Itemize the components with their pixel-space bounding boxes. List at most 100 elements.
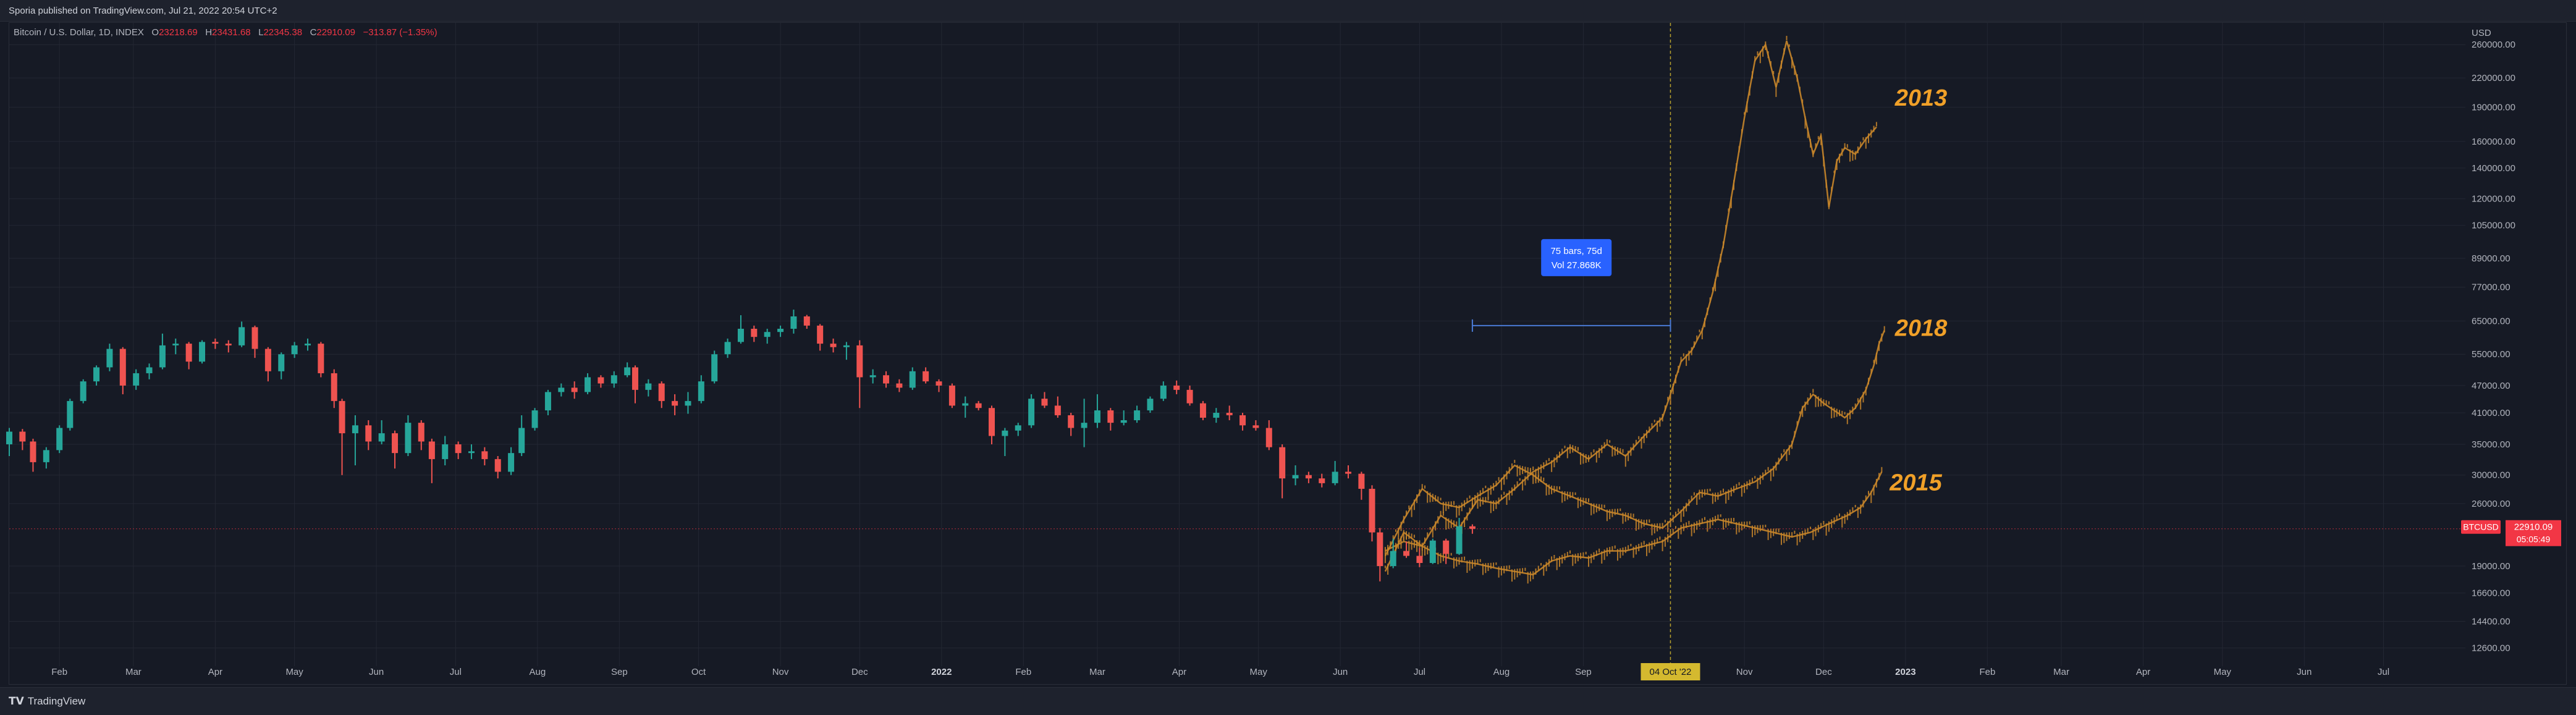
candle: [883, 371, 890, 388]
legend-close: 22910.09: [316, 27, 355, 38]
candle: [1416, 548, 1423, 567]
candle-body: [378, 433, 385, 442]
time-tick-label: 2023: [1895, 667, 1915, 677]
candle-body: [1292, 475, 1299, 479]
date-marker-label: 04 Oct '22: [1650, 667, 1692, 677]
candle: [1345, 465, 1352, 479]
candle-body: [531, 410, 538, 428]
time-tick-label: Dec: [1815, 667, 1832, 677]
candle: [133, 369, 140, 390]
candle: [1199, 400, 1206, 421]
candle: [508, 447, 515, 475]
candle-body: [1377, 532, 1383, 567]
candle-body: [1429, 540, 1436, 564]
candle-body: [645, 383, 652, 390]
candle-body: [93, 367, 100, 382]
tradingview-brand[interactable]: TV TradingView: [9, 695, 85, 708]
candle: [989, 405, 995, 445]
candle-body: [1002, 430, 1008, 436]
candle-body: [751, 329, 758, 337]
candle-body: [923, 371, 929, 382]
candle: [1239, 412, 1246, 431]
candle-body: [598, 377, 604, 384]
price-tick-label: 41000.00: [2472, 408, 2511, 418]
candle: [106, 344, 113, 371]
candle-body: [764, 332, 771, 337]
candle-body: [830, 344, 837, 347]
candle: [291, 342, 298, 358]
candle-body: [199, 342, 206, 362]
candle: [442, 436, 449, 465]
candle: [1390, 538, 1396, 569]
candle: [751, 325, 758, 342]
candle-body: [1369, 488, 1375, 533]
candle-body: [1147, 399, 1154, 411]
candle-body: [585, 377, 591, 392]
candle: [43, 447, 49, 469]
candle: [67, 399, 74, 431]
candle: [843, 342, 850, 360]
candle-body: [392, 433, 399, 454]
candle-body: [1319, 478, 1325, 483]
candle-body: [962, 403, 969, 406]
candle: [571, 381, 578, 399]
candle-body: [817, 325, 824, 344]
time-tick-label: Jul: [450, 667, 462, 677]
candle: [518, 415, 525, 456]
price-axis-unit: USD: [2472, 28, 2491, 38]
candle: [352, 415, 358, 465]
candle: [830, 338, 837, 353]
candle-body: [239, 327, 245, 345]
candle: [304, 338, 311, 351]
last-price-label: 22910.09: [2514, 522, 2553, 533]
candle-body: [119, 349, 126, 386]
candle: [764, 329, 771, 344]
time-tick-label: Jun: [1333, 667, 1348, 677]
candle-body: [1213, 412, 1220, 418]
candle: [975, 400, 982, 411]
candle-body: [856, 345, 863, 378]
measure-box: [1541, 239, 1612, 276]
candle: [1252, 420, 1259, 431]
candle: [365, 420, 372, 451]
chart-frame: [9, 22, 2567, 685]
candle-body: [737, 329, 744, 342]
candle-body: [1160, 385, 1167, 399]
candle-body: [1081, 423, 1087, 428]
time-tick-label: May: [2214, 667, 2232, 677]
candle-body: [365, 425, 372, 442]
candle: [1456, 518, 1463, 555]
candle-body: [418, 423, 424, 442]
candle: [1107, 408, 1114, 431]
legend-close-label: C: [310, 27, 317, 38]
candle-body: [624, 367, 631, 376]
candle: [1292, 465, 1299, 486]
legend-low: 22345.38: [263, 27, 303, 38]
time-tick-label: Jul: [2378, 667, 2389, 677]
candle: [685, 392, 691, 414]
price-tick-label: 65000.00: [2472, 316, 2511, 326]
time-tick-label: Jun: [2297, 667, 2312, 677]
candle: [468, 444, 475, 459]
candle-body: [80, 381, 87, 401]
candle-body: [843, 345, 850, 347]
tradingview-logo-icon: TV: [9, 695, 24, 708]
candle-body: [1068, 415, 1075, 428]
candle-body: [909, 371, 916, 388]
candle-body: [1054, 405, 1061, 415]
candle: [896, 379, 903, 392]
time-tick-label: May: [1250, 667, 1268, 677]
candle: [1147, 396, 1154, 413]
candle: [610, 371, 617, 388]
candle: [869, 369, 876, 384]
candle: [645, 379, 652, 397]
legend-low-label: L: [258, 27, 264, 38]
candle-body: [30, 441, 36, 462]
candle-body: [724, 342, 731, 355]
candle-body: [803, 316, 810, 326]
candle-body: [67, 400, 74, 428]
candle: [80, 379, 87, 404]
candle-body: [1279, 447, 1286, 479]
candle-body: [1041, 399, 1048, 406]
